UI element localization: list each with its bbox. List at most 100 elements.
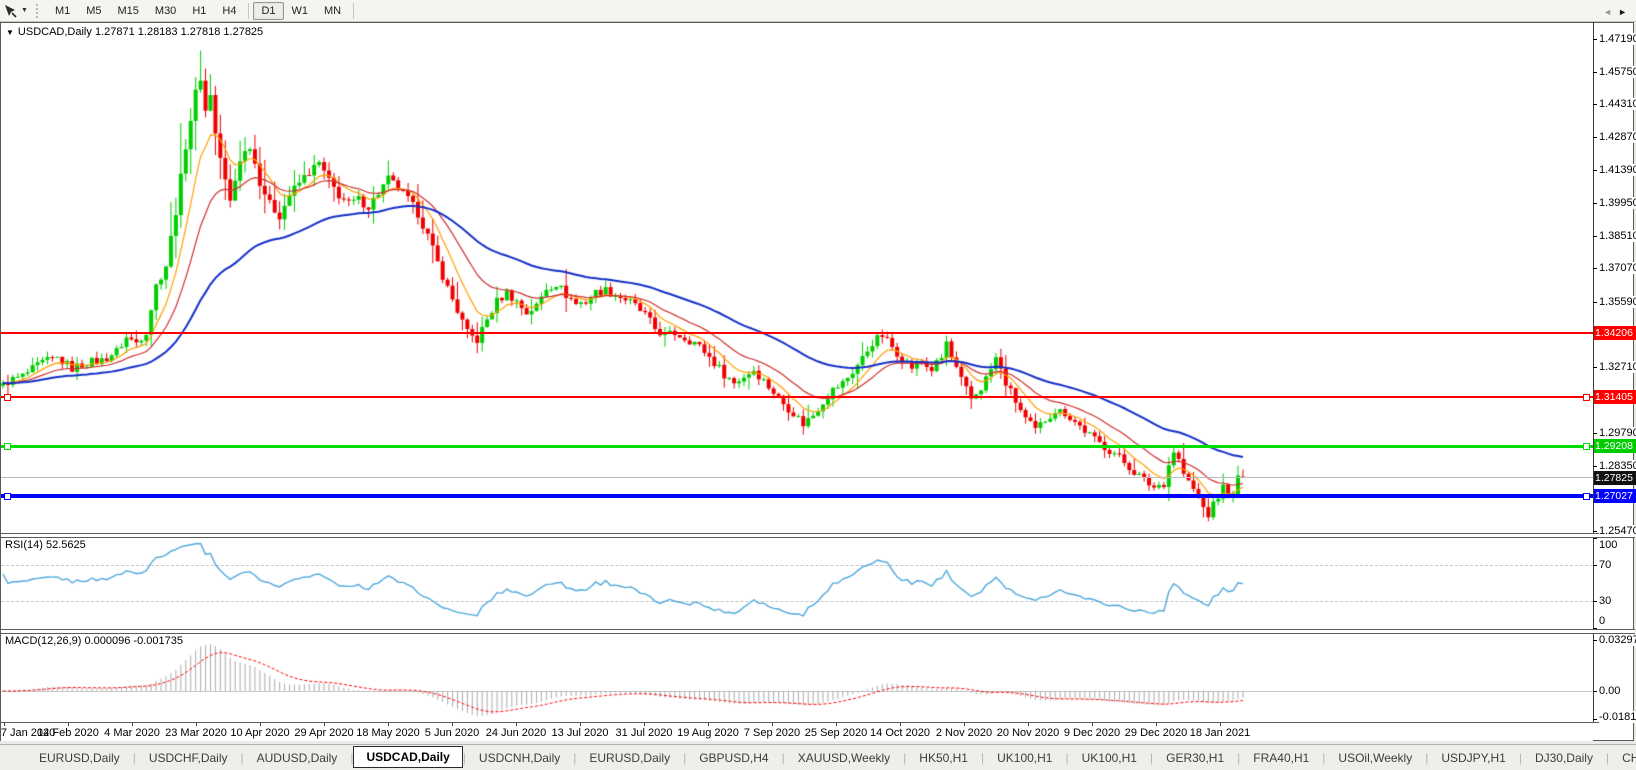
price-level-box: 1.27825 xyxy=(1594,471,1636,485)
chart-tab-usdchf-daily[interactable]: USDCHF,Daily xyxy=(148,750,228,765)
tab-scroll-left-icon[interactable]: ◄ xyxy=(1603,7,1619,17)
timeframe-button-h1[interactable]: H1 xyxy=(192,4,207,17)
chart-pointer-icon[interactable] xyxy=(3,4,17,18)
price-level-box: 1.34206 xyxy=(1594,326,1636,340)
macd-tick-mark xyxy=(1593,640,1597,641)
price-tick-label: 1.38510 xyxy=(1599,229,1636,242)
price-tick-mark xyxy=(1593,104,1597,105)
tab-separator: | xyxy=(350,750,354,765)
price-tick-label: 1.29790 xyxy=(1599,427,1636,440)
timeframe-button-h4[interactable]: H4 xyxy=(222,4,237,17)
date-tick-label: 25 Sep 2020 xyxy=(804,727,868,739)
rsi-tick-label: 70 xyxy=(1599,559,1612,571)
chart-tab-uk100-h1[interactable]: UK100,H1 xyxy=(997,750,1053,765)
date-tick-mark xyxy=(132,723,133,726)
line-handle[interactable] xyxy=(1583,394,1590,401)
line-handle[interactable] xyxy=(4,394,11,401)
horizontal-level-line[interactable] xyxy=(1,396,1593,398)
toolbar-separator xyxy=(248,2,250,19)
line-handle[interactable] xyxy=(1583,493,1590,500)
toolbar-separator xyxy=(353,2,355,19)
rsi-tick-mark xyxy=(1593,565,1597,566)
price-tick-mark xyxy=(1593,39,1597,40)
chart-tab-eurusd-daily[interactable]: EURUSD,Daily xyxy=(39,750,120,765)
horizontal-level-line[interactable] xyxy=(1,445,1593,448)
timeframe-button-w1[interactable]: W1 xyxy=(291,4,309,17)
price-tick-label: 1.39950 xyxy=(1599,197,1636,209)
rsi-tick-mark xyxy=(1593,601,1597,602)
chart-tab-china300-h1[interactable]: CHINA300,H1 xyxy=(1622,750,1636,765)
chart-bottom-frame xyxy=(1,722,1635,723)
current-price-line[interactable] xyxy=(1,477,1593,478)
date-tick-label: 2 Nov 2020 xyxy=(935,727,993,739)
date-tick-label: 18 Jan 2021 xyxy=(1189,727,1251,739)
toolbar-grip[interactable] xyxy=(35,3,41,18)
chart-tab-usdjpy-h1[interactable]: USDJPY,H1 xyxy=(1441,750,1506,765)
timeframe-button-m30[interactable]: M30 xyxy=(154,4,177,17)
date-tick-mark xyxy=(388,723,389,726)
date-tick-label: 27 Jan 2020 xyxy=(0,727,56,739)
price-level-box: 1.27027 xyxy=(1594,489,1636,503)
chart-tab-hk50-h1[interactable]: HK50,H1 xyxy=(919,750,968,765)
chart-tab-usoil-weekly[interactable]: USOil,Weekly xyxy=(1338,750,1413,765)
title-caret-icon[interactable]: ▼ xyxy=(6,28,14,37)
rsi-tick-label: 100 xyxy=(1599,539,1618,551)
price-level-box: 1.29208 xyxy=(1594,439,1636,453)
date-tick-mark xyxy=(900,723,901,726)
chart-tab-dj30-daily[interactable]: DJ30,Daily xyxy=(1534,750,1593,765)
tab-separator: | xyxy=(240,750,244,765)
price-tick-label: 1.28350 xyxy=(1599,459,1636,472)
rsi-panel-splitter[interactable] xyxy=(1,533,1635,538)
price-tick-label: 1.41390 xyxy=(1599,164,1636,177)
tab-separator: | xyxy=(462,750,466,765)
line-handle[interactable] xyxy=(4,493,11,500)
chart-tab-usdcad-daily[interactable]: USDCAD,Daily xyxy=(353,745,463,768)
date-tick-mark xyxy=(1092,723,1093,726)
rsi-tick-label: 30 xyxy=(1599,595,1612,607)
chart-tab-audusd-daily[interactable]: AUDUSD,Daily xyxy=(256,750,338,765)
horizontal-level-line[interactable] xyxy=(1,494,1593,498)
line-handle[interactable] xyxy=(1583,443,1590,450)
chart-tab-xauusd-weekly[interactable]: XAUUSD,Weekly xyxy=(797,750,891,765)
macd-tick-mark xyxy=(1593,691,1597,692)
macd-indicator-label: MACD(12,26,9) 0.000096 -0.001735 xyxy=(5,635,183,647)
timeframe-button-m15[interactable]: M15 xyxy=(117,4,139,17)
chart-tab-ger30-h1[interactable]: GER30,H1 xyxy=(1166,750,1225,765)
chart-tab-eurusd-daily[interactable]: EURUSD,Daily xyxy=(589,750,671,765)
macd-tick-label: 0.00 xyxy=(1599,685,1621,697)
date-tick-mark xyxy=(644,723,645,726)
tab-separator: | xyxy=(1425,750,1429,765)
price-tick-mark xyxy=(1593,203,1597,204)
chart-tab-usdcnh-daily[interactable]: USDCNH,Daily xyxy=(478,750,561,765)
price-tick-label: 1.32710 xyxy=(1599,361,1636,373)
price-tick-label: 1.44310 xyxy=(1599,98,1636,111)
price-tick-mark xyxy=(1593,137,1597,138)
tab-separator: | xyxy=(573,750,577,765)
horizontal-level-line[interactable] xyxy=(1,332,1593,334)
macd-tick-label: 0.032972 xyxy=(1599,634,1636,647)
chart-tabs-bar: EURUSD,Daily | USDCHF,Daily | AUDUSD,Daily | U… xyxy=(0,744,1636,770)
date-tick-mark xyxy=(260,723,261,726)
timeframe-button-m1[interactable]: M1 xyxy=(54,4,71,17)
chart-tab-gbpusd-h4[interactable]: GBPUSD,H4 xyxy=(699,750,769,765)
tab-scroll-right-icon[interactable]: ► xyxy=(1618,7,1633,17)
timeframe-button-d1[interactable]: D1 xyxy=(253,1,284,20)
date-tick-mark xyxy=(836,723,837,726)
line-handle[interactable] xyxy=(4,443,11,450)
price-tick-label: 1.42870 xyxy=(1599,130,1636,143)
date-tick-label: 7 Sep 2020 xyxy=(743,727,801,739)
price-tick-label: 1.45750 xyxy=(1599,65,1636,78)
price-tick-mark xyxy=(1593,302,1597,303)
chart-tab-fra40-h1[interactable]: FRA40,H1 xyxy=(1253,750,1310,765)
chart-tab-uk100-h1[interactable]: UK100,H1 xyxy=(1081,750,1137,765)
timeframe-button-m5[interactable]: M5 xyxy=(86,4,102,17)
chevron-down-icon[interactable]: ▼ xyxy=(21,7,28,14)
price-tick-mark xyxy=(1593,236,1597,237)
timeframe-button-mn[interactable]: MN xyxy=(324,4,342,17)
macd-tick-mark xyxy=(1593,719,1597,720)
macd-panel-splitter[interactable] xyxy=(1,629,1635,634)
price-tick-label: 1.25470 xyxy=(1599,525,1636,537)
date-tick-label: 19 Aug 2020 xyxy=(677,727,739,739)
date-tick-label: 14 Feb 2020 xyxy=(37,727,99,739)
